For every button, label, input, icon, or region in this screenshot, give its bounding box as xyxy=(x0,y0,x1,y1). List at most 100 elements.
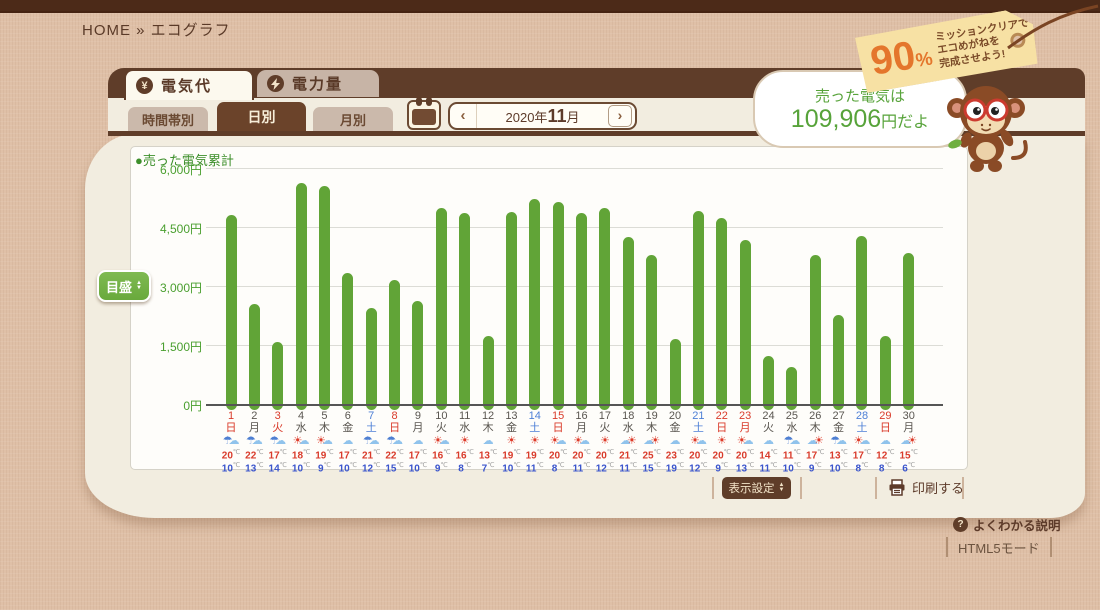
weather-rain-icon: ☂☁ xyxy=(362,435,380,447)
weather-cloud-sun-icon: ☁☀ xyxy=(900,435,918,447)
bar-day-10[interactable] xyxy=(435,208,447,410)
bar-day-30[interactable] xyxy=(903,252,915,410)
tab-electricity-amount[interactable]: 電力量 xyxy=(257,70,379,97)
weather-sun-cloud-icon: ☀☁ xyxy=(316,435,333,447)
tab-electricity-cost[interactable]: ¥ 電気代 xyxy=(124,69,254,100)
date-navigator: ‹ 2020年11月 › xyxy=(448,102,637,130)
bar-day-6[interactable] xyxy=(342,273,354,410)
weather-sun-cloud-icon: ☀☁ xyxy=(689,435,707,447)
plot-area: 6,000円 4,500円 3,000円 1,500円 0円 1 日 ☂☁ 20℃ 10℃ 2 月 ☂☁… xyxy=(131,147,967,474)
subtab-by-day[interactable]: 日別 xyxy=(217,102,306,131)
help-link[interactable]: ? よくわかる説明 xyxy=(953,515,1061,534)
next-month-button[interactable]: › xyxy=(608,105,632,127)
scale-button[interactable]: 目盛 ▲ ▼ xyxy=(97,270,151,302)
bar-day-14[interactable] xyxy=(529,199,541,410)
bar-day-8[interactable] xyxy=(389,280,401,410)
x-label-day-7: 7 土 ☂☁ 21℃ 12℃ xyxy=(359,410,383,475)
x-label-day-29: 29 日 ☁ 12℃ 8℃ xyxy=(873,410,897,475)
weather-cloud-icon: ☁ xyxy=(763,435,774,447)
html5-mode-link[interactable]: HTML5モード xyxy=(946,537,1052,557)
x-label-day-8: 8 日 ☂☁ 22℃ 15℃ xyxy=(383,410,407,475)
x-label-day-9: 9 月 ☁ 17℃ 10℃ xyxy=(406,410,430,475)
calendar-grid-icon xyxy=(412,109,436,125)
weather-rain-icon: ☂☁ xyxy=(386,435,404,447)
link-divider xyxy=(1049,537,1052,557)
bar-day-27[interactable] xyxy=(833,315,845,410)
weather-cloud-sun-icon: ☁☀ xyxy=(619,435,637,447)
weather-rain-icon: ☂☁ xyxy=(269,435,287,447)
subtab-by-time[interactable]: 時間帯別 xyxy=(128,107,208,131)
weather-sun-icon: ☀ xyxy=(599,435,610,447)
breadcrumb[interactable]: HOME » エコグラフ xyxy=(82,22,231,39)
bar-day-25[interactable] xyxy=(786,367,798,410)
x-label-day-18: 18 水 ☁☀ 21℃ 11℃ xyxy=(616,410,640,475)
y-axis-label: 1,500円 xyxy=(159,340,202,354)
printer-icon xyxy=(889,479,905,496)
bar-day-23[interactable] xyxy=(739,240,751,410)
print-button[interactable]: 印刷する xyxy=(888,478,964,497)
weather-cloud-icon: ☁ xyxy=(879,435,891,447)
bolt-icon xyxy=(267,75,284,92)
bar-day-4[interactable] xyxy=(295,182,307,410)
bar-day-15[interactable] xyxy=(552,201,564,410)
weather-rain-icon: ☂☁ xyxy=(783,435,801,447)
bar-day-19[interactable] xyxy=(646,254,658,410)
weather-sun-cloud-icon: ☀☁ xyxy=(292,435,310,447)
updown-arrows-icon: ▲ ▼ xyxy=(136,280,142,291)
x-label-day-12: 12 木 ☁ 13℃ 7℃ xyxy=(476,410,500,475)
link-divider xyxy=(946,537,948,557)
x-label-day-24: 24 火 ☁ 14℃ 11℃ xyxy=(757,410,781,475)
weather-rain-icon: ☂☁ xyxy=(222,435,240,447)
subtab-by-month[interactable]: 月別 xyxy=(313,107,393,131)
y-axis-label: 4,500円 xyxy=(159,222,202,236)
gridline xyxy=(206,168,943,169)
prev-month-button[interactable]: ‹ xyxy=(450,104,477,128)
footer-divider xyxy=(875,477,877,499)
bar-day-3[interactable] xyxy=(272,341,284,410)
gridline xyxy=(206,227,943,228)
bar-day-12[interactable] xyxy=(482,335,494,410)
bar-day-16[interactable] xyxy=(576,212,588,410)
y-axis-label: 3,000円 xyxy=(159,281,202,295)
x-label-day-25: 25 水 ☂☁ 11℃ 10℃ xyxy=(780,410,804,475)
bar-day-2[interactable] xyxy=(248,303,260,410)
weather-cloud-icon: ☁ xyxy=(342,435,354,447)
weather-cloud-icon: ☁ xyxy=(412,435,424,447)
bar-day-21[interactable] xyxy=(692,210,704,410)
bar-day-29[interactable] xyxy=(879,335,891,410)
bar-day-11[interactable] xyxy=(459,212,471,410)
bar-day-18[interactable] xyxy=(622,236,634,410)
bar-day-13[interactable] xyxy=(505,211,517,410)
bar-day-7[interactable] xyxy=(365,307,377,410)
display-settings-button[interactable]: 表示設定 ▲ ▼ xyxy=(722,477,791,499)
bar-day-28[interactable] xyxy=(856,236,868,410)
bar-day-20[interactable] xyxy=(669,338,681,410)
bubble-amount: 109,906円だよ xyxy=(790,104,930,133)
weather-sun-cloud-icon: ☀☁ xyxy=(432,435,450,447)
weather-cloud-sun-icon: ☁☀ xyxy=(643,435,661,447)
x-label-day-11: 11 水 ☀ 16℃ 8℃ xyxy=(453,410,477,475)
weather-sun-icon: ☀ xyxy=(506,435,517,447)
bar-day-17[interactable] xyxy=(599,208,611,410)
mascot-speech-bubble: 売った電気は 109,906円だよ xyxy=(753,70,967,148)
bar-day-24[interactable] xyxy=(763,356,774,410)
footer-divider xyxy=(962,477,964,499)
chart-panel: ●売った電気累計 6,000円 4,500円 3,000円 1,500円 0円 1 日 ☂☁ 2… xyxy=(130,146,968,474)
weather-sun-icon: ☀ xyxy=(459,435,470,447)
bar-day-1[interactable] xyxy=(225,215,237,410)
calendar-icon[interactable] xyxy=(407,97,441,130)
updown-arrows-icon: ▲ ▼ xyxy=(778,482,785,493)
weather-sun-cloud-icon: ☀☁ xyxy=(853,435,871,447)
gridline xyxy=(206,286,943,287)
bar-day-26[interactable] xyxy=(809,254,821,410)
bar-day-22[interactable] xyxy=(716,217,728,410)
x-label-day-19: 19 木 ☁☀ 25℃ 15℃ xyxy=(640,410,664,475)
x-label-day-2: 2 月 ☂☁ 22℃ 13℃ xyxy=(242,410,266,475)
x-label-day-1: 1 日 ☂☁ 20℃ 10℃ xyxy=(219,410,243,475)
bar-day-9[interactable] xyxy=(412,300,424,410)
question-icon: ? xyxy=(953,517,968,532)
bar-day-5[interactable] xyxy=(318,186,330,410)
x-label-day-28: 28 土 ☀☁ 17℃ 8℃ xyxy=(850,410,874,475)
x-label-day-27: 27 金 ☂☁ 13℃ 10℃ xyxy=(827,410,851,475)
